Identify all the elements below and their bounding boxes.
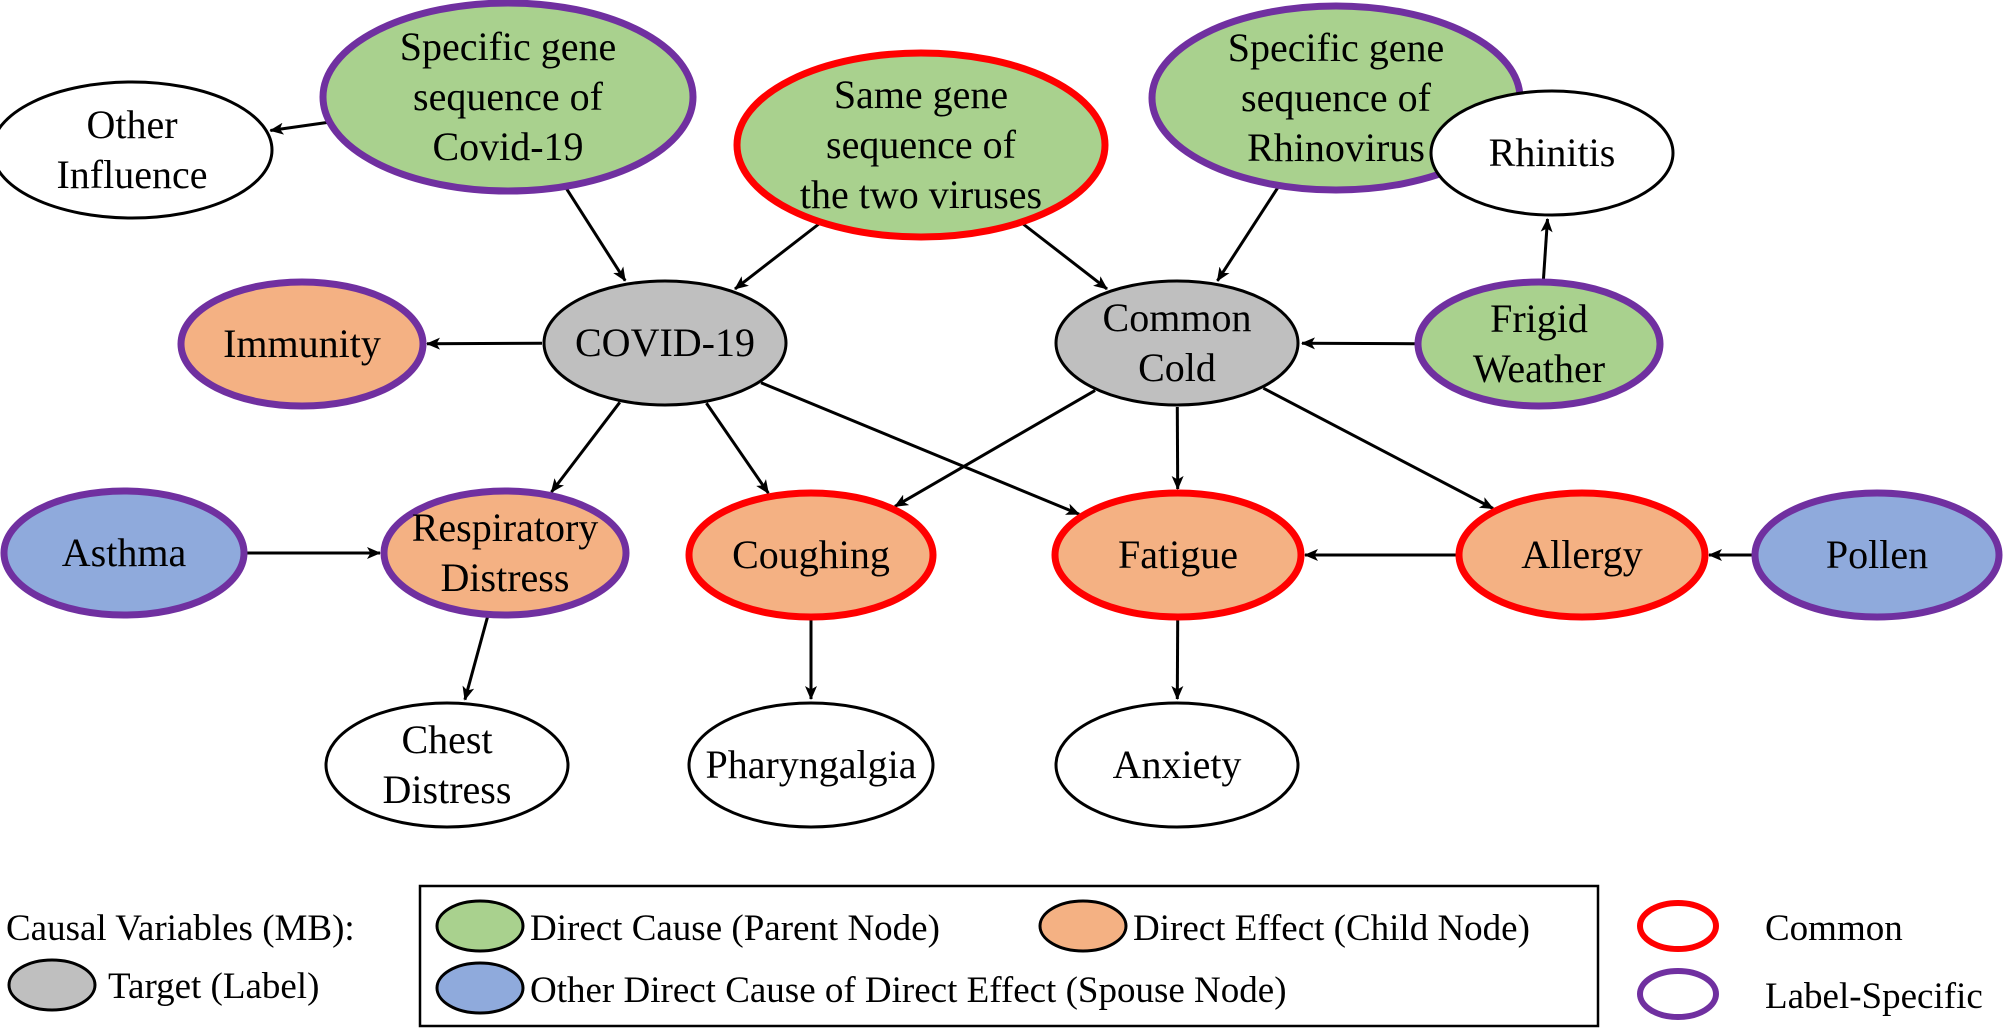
node-other-influence-label-1: Other [86,102,177,147]
nodes-layer: Other Influence Specific gene sequence of Co… [0,0,2003,829]
node-immunity-label-1: Immunity [223,321,381,366]
legend-direct-cause-swatch [435,899,525,953]
node-respiratory-distress-shape [380,487,630,619]
node-chest-distress: Chest Distress [324,701,570,829]
node-asthma-label-1: Asthma [62,530,187,575]
node-allergy: Allergy [1455,489,1709,621]
node-frigid-weather-shape [1414,278,1664,410]
edge-covid19-to-respiratory-distress [550,401,621,494]
node-common-cold-shape [1054,279,1300,407]
node-other-influence-shape [0,80,274,220]
node-gene-same-label-3: the two viruses [800,172,1042,217]
edge-gene-covid-to-other-influence [269,120,329,135]
node-gene-same: Same gene sequence of the two viruses [733,49,1109,241]
node-allergy-label-1: Allergy [1521,532,1642,577]
node-asthma: Asthma [0,487,248,619]
edge-common-cold-to-allergy [1262,386,1494,510]
node-rhinitis: Rhinitis [1429,89,1675,217]
edge-frigid-weather-to-rhinitis [1540,218,1553,281]
edge-gene-same-to-covid19 [734,222,821,291]
legend-spouse-label: Other Direct Cause of Direct Effect (Spo… [530,970,1287,1011]
node-common-cold-label-2: Cold [1138,345,1216,390]
node-chest-distress-label-1: Chest [401,717,492,762]
node-gene-covid-shape [319,0,697,195]
edge-common-cold-to-coughing [894,389,1096,508]
node-gene-rhino-label-3: Rhinovirus [1247,125,1425,170]
node-rhinitis-shape [1429,89,1675,217]
node-fatigue: Fatigue [1051,489,1305,621]
legend-common-label: Common [1765,908,1903,949]
edge-gene-same-to-common-cold [1021,222,1108,291]
node-asthma-shape [0,487,248,619]
node-chest-distress-label-2: Distress [383,767,512,812]
node-frigid-weather-label-1: Frigid [1490,296,1588,341]
node-respiratory-distress: Respiratory Distress [380,487,630,619]
node-pollen: Pollen [1751,489,2003,621]
node-covid19: COVID-19 [542,279,788,407]
legend-causal-variables-label: Causal Variables (MB): [6,908,355,949]
node-pollen-shape [1751,489,2003,621]
legend-label-specific-label: Label-Specific [1765,976,1983,1017]
node-covid19-shape [542,279,788,407]
edge-respiratory-distress-to-chest-distress [462,615,490,701]
edge-gene-rhino-to-common-cold [1216,186,1280,282]
node-gene-rhino-label-2: sequence of [1241,75,1432,120]
node-gene-covid: Specific gene sequence of Covid-19 [319,0,697,195]
legend: Causal Variables (MB): Target (Label) Di… [6,884,1983,1028]
edge-covid19-to-fatigue [760,381,1081,516]
node-gene-same-shape [733,49,1109,241]
node-fatigue-label-1: Fatigue [1118,532,1238,577]
node-immunity-shape [177,278,427,410]
legend-direct-cause-label: Direct Cause (Parent Node) [530,908,940,949]
legend-direct-effect-swatch [1038,899,1128,953]
node-gene-same-label-2: sequence of [826,122,1017,167]
node-other-influence: Other Influence [0,80,274,220]
node-anxiety: Anxiety [1054,701,1300,829]
node-other-influence-label-2: Influence [56,152,207,197]
node-gene-covid-label-2: sequence of [413,74,604,119]
node-gene-covid-label-3: Covid-19 [432,124,583,169]
node-coughing: Coughing [685,489,937,621]
node-covid19-label-1: COVID-19 [575,320,755,365]
edge-covid19-to-coughing [705,402,770,495]
node-pharyngalgia-shape [687,701,935,829]
node-anxiety-label-1: Anxiety [1113,742,1242,787]
node-coughing-label-1: Coughing [732,532,890,577]
legend-target-swatch [7,958,97,1012]
node-gene-same-label-1: Same gene [834,72,1008,117]
node-anxiety-shape [1054,701,1300,829]
node-gene-covid-label-1: Specific gene [400,24,617,69]
legend-common-swatch [1637,900,1719,952]
node-common-cold-label-1: Common [1103,295,1252,340]
node-fatigue-shape [1051,489,1305,621]
legend-label-specific-swatch [1637,968,1719,1020]
node-pharyngalgia: Pharyngalgia [687,701,935,829]
edge-gene-covid-to-covid19 [564,187,627,282]
node-chest-distress-shape [324,701,570,829]
node-gene-rhino-label-1: Specific gene [1228,25,1445,70]
node-respiratory-distress-label-2: Distress [441,555,570,600]
node-pharyngalgia-label-1: Pharyngalgia [705,742,916,787]
legend-box [418,884,1600,1028]
node-allergy-shape [1455,489,1709,621]
node-rhinitis-label-1: Rhinitis [1489,130,1616,175]
node-coughing-shape [685,489,937,621]
node-common-cold: Common Cold [1054,279,1300,407]
node-immunity: Immunity [177,278,427,410]
legend-spouse-swatch [435,961,525,1015]
node-frigid-weather: Frigid Weather [1414,278,1664,410]
legend-direct-effect-label: Direct Effect (Child Node) [1133,908,1530,949]
node-respiratory-distress-label-1: Respiratory [412,505,599,550]
node-frigid-weather-label-2: Weather [1473,346,1605,391]
node-gene-rhino: Specific gene sequence of Rhinovirus [1148,2,1524,194]
legend-target-label: Target (Label) [108,966,319,1007]
node-pollen-label-1: Pollen [1826,532,1928,577]
